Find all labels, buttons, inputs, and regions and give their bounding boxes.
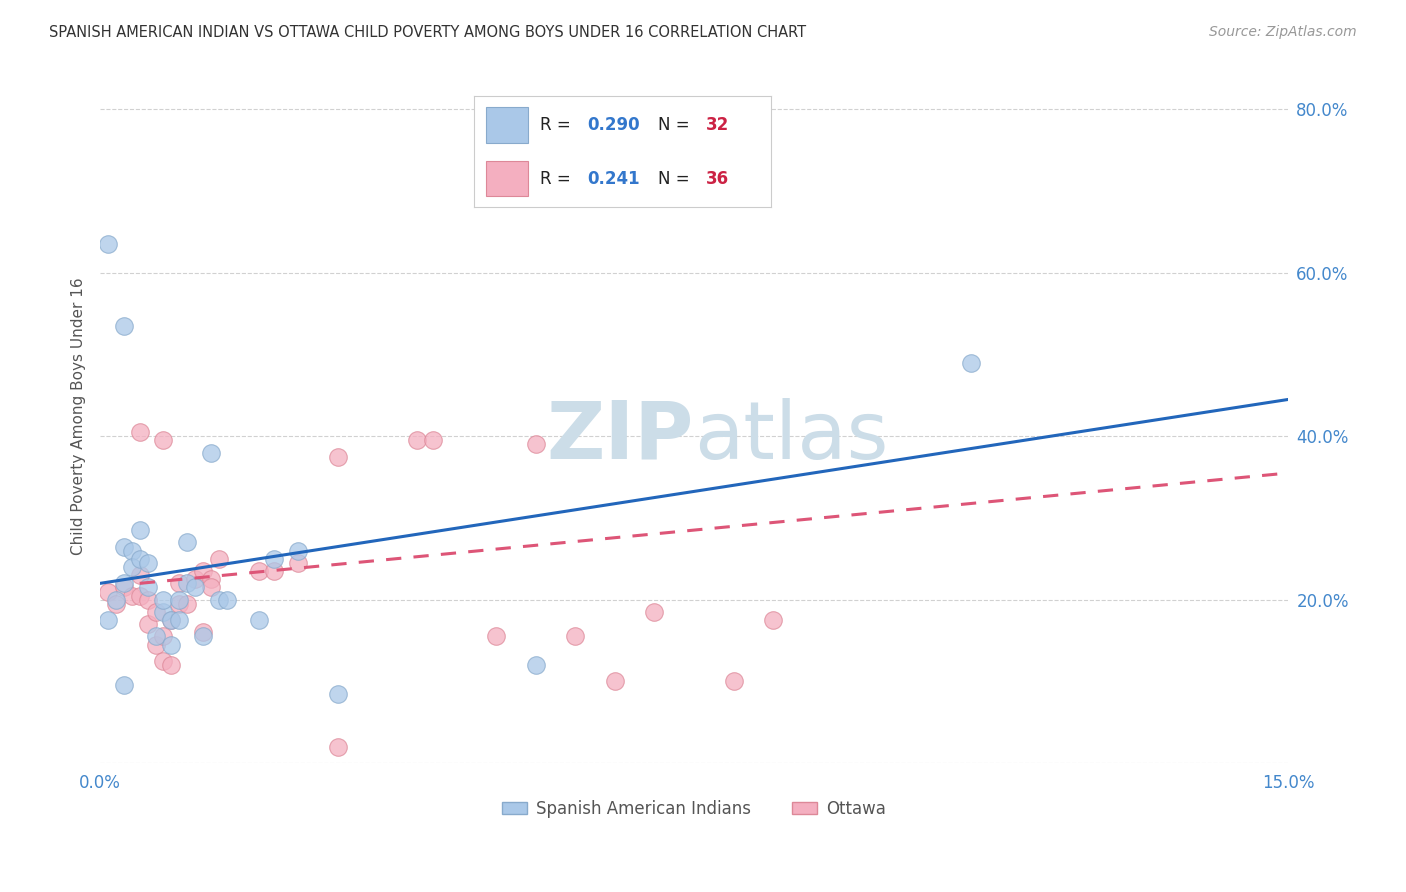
Point (200, 572, 222, 586)
Point (176, 576, 198, 591)
Text: atlas: atlas (695, 398, 889, 475)
Point (104, 597, 127, 611)
Point (287, 543, 309, 558)
Point (287, 556, 309, 570)
Point (128, 568, 150, 582)
Point (97, 613, 120, 627)
Point (152, 434, 174, 448)
Point (326, 687, 349, 701)
Point (128, 589, 150, 603)
Legend: Spanish American Indians, Ottawa: Spanish American Indians, Ottawa (496, 793, 893, 824)
Point (112, 576, 135, 591)
Point (97, 584, 120, 599)
Point (191, 625, 214, 640)
Point (112, 581, 135, 595)
Point (564, 630, 586, 644)
Point (200, 581, 222, 595)
Point (723, 674, 745, 689)
Point (169, 597, 191, 611)
Point (176, 535, 198, 549)
Point (136, 581, 159, 595)
Point (169, 592, 191, 607)
Point (160, 613, 183, 627)
Point (524, 437, 547, 451)
Point (121, 589, 143, 603)
Point (97, 237, 120, 252)
Point (160, 658, 183, 673)
Point (762, 613, 785, 627)
Point (121, 560, 143, 574)
Point (200, 445, 222, 459)
Point (136, 617, 159, 632)
Point (128, 425, 150, 439)
Point (208, 592, 231, 607)
Point (247, 564, 270, 578)
Point (176, 597, 198, 611)
Point (184, 581, 207, 595)
Point (145, 630, 167, 644)
Point (485, 630, 508, 644)
Point (215, 592, 238, 607)
Point (184, 572, 207, 586)
Point (136, 556, 159, 570)
Point (326, 450, 349, 464)
Text: SPANISH AMERICAN INDIAN VS OTTAWA CHILD POVERTY AMONG BOYS UNDER 16 CORRELATION : SPANISH AMERICAN INDIAN VS OTTAWA CHILD … (49, 25, 806, 40)
Point (121, 543, 143, 558)
Point (112, 540, 135, 554)
Point (326, 739, 349, 754)
Point (603, 674, 626, 689)
Point (191, 630, 214, 644)
Point (524, 658, 547, 673)
Point (145, 605, 167, 619)
Point (263, 564, 285, 578)
Point (128, 523, 150, 537)
Point (422, 434, 444, 448)
Point (104, 592, 127, 607)
Point (960, 356, 983, 370)
Point (208, 551, 231, 566)
Point (112, 678, 135, 692)
Point (145, 638, 167, 652)
Point (152, 654, 174, 668)
Point (406, 434, 429, 448)
Text: Source: ZipAtlas.com: Source: ZipAtlas.com (1209, 25, 1357, 39)
Point (152, 592, 174, 607)
Y-axis label: Child Poverty Among Boys Under 16: Child Poverty Among Boys Under 16 (72, 277, 86, 555)
Point (152, 605, 174, 619)
Point (169, 613, 191, 627)
Point (136, 592, 159, 607)
Point (152, 630, 174, 644)
Point (128, 551, 150, 566)
Point (191, 564, 214, 578)
Point (247, 613, 270, 627)
Point (263, 551, 285, 566)
Text: ZIP: ZIP (547, 398, 695, 475)
Point (643, 605, 665, 619)
Point (169, 576, 191, 591)
Point (160, 638, 183, 652)
Point (112, 318, 135, 333)
Point (160, 613, 183, 627)
